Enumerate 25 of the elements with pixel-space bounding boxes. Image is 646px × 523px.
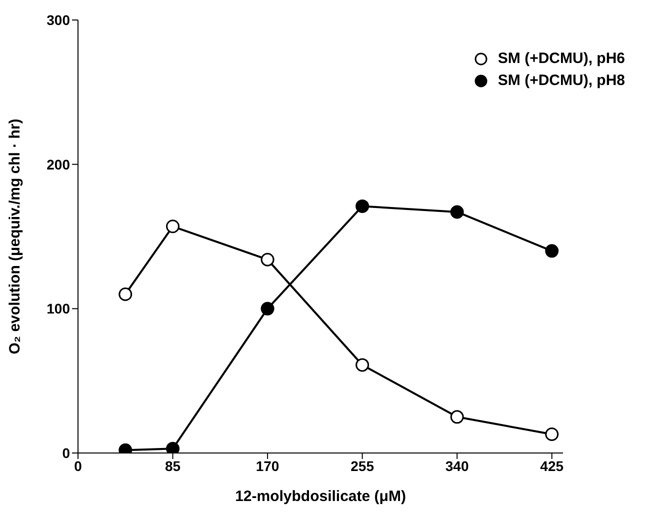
point [260, 302, 274, 316]
point [356, 358, 370, 372]
x-tick-label: 170 [256, 458, 280, 474]
y-tick-label: 300 [46, 12, 70, 28]
x-tick-label: 85 [164, 458, 181, 474]
y-tick-label: 100 [46, 300, 70, 317]
legend-label: SM (+DCMU), pH6 [498, 49, 625, 69]
x-tick-label: 340 [445, 458, 469, 474]
x-tick-label: 425 [540, 458, 564, 474]
point [166, 442, 180, 453]
legend-label: SM (+DCMU), pH8 [498, 71, 625, 91]
x-axis-title: 12-molybdosilicate (μM) [235, 488, 406, 505]
point [356, 199, 370, 213]
y-tick-label: 0 [62, 444, 70, 461]
point [545, 244, 559, 258]
point [545, 427, 559, 441]
x-tick-label: 255 [350, 458, 374, 474]
x-tick-label: 0 [74, 458, 82, 474]
point [260, 252, 274, 266]
y-tick-label: 200 [46, 156, 70, 172]
point [450, 410, 464, 424]
point [166, 220, 180, 234]
point [118, 287, 132, 301]
point [450, 205, 464, 219]
y-axis-title: O₂ evolution (μequiv./mg chl · hr) [6, 118, 24, 354]
